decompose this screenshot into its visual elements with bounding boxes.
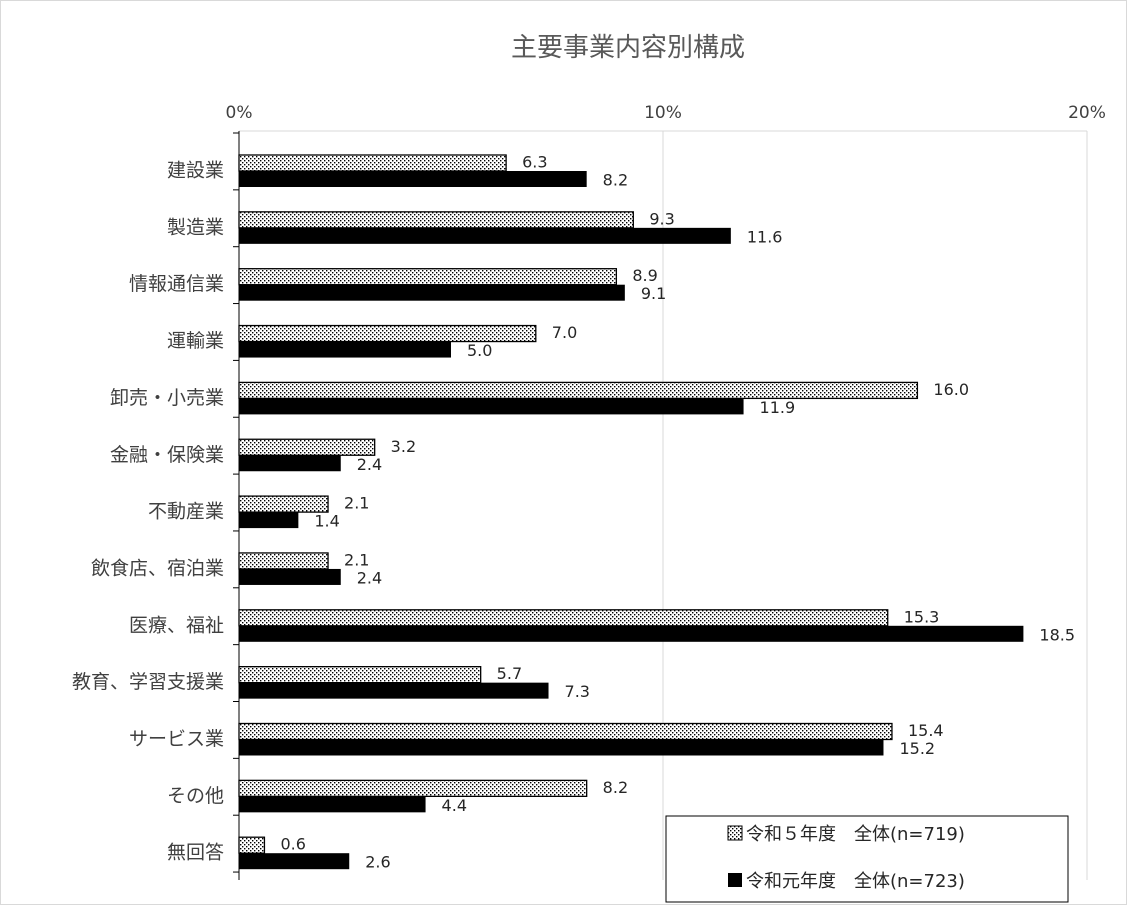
bar-series-1	[238, 722, 893, 741]
data-label-series-1: 2.1	[344, 550, 369, 569]
category-axis	[233, 131, 240, 880]
bar-series-2	[239, 796, 426, 813]
data-label-series-1: 15.3	[904, 607, 940, 626]
bar-series-1	[238, 154, 507, 172]
bar-series-1	[238, 211, 634, 229]
data-label-series-2: 2.6	[365, 853, 390, 872]
bar-series-2	[239, 682, 549, 699]
bar-series-1	[238, 381, 919, 400]
bar-series-2	[239, 284, 625, 301]
x-tick-label: 0%	[226, 103, 253, 123]
bar-series-1	[238, 324, 537, 343]
data-label-series-1: 2.1	[344, 494, 369, 513]
legend-swatch-series-2	[728, 873, 742, 887]
bar-series-1	[238, 438, 376, 456]
bar-series-1	[238, 609, 889, 627]
data-label-series-1: 9.3	[649, 209, 674, 228]
bar-series-1	[238, 495, 329, 513]
bar-series-2	[239, 227, 731, 244]
x-tick-label: 10%	[644, 103, 682, 123]
legend-label-series-2: 令和元年度 全体(n=723)	[746, 871, 965, 892]
data-label-series-1: 7.0	[552, 323, 577, 342]
bar-series-2	[239, 455, 341, 472]
bar-series-2	[239, 171, 587, 187]
data-label-series-2: 1.4	[314, 512, 339, 531]
data-label-series-1: 3.2	[391, 437, 416, 456]
data-label-series-1: 16.0	[933, 380, 969, 399]
data-label-series-1: 8.2	[603, 778, 628, 797]
category-label: 教育、学習支援業	[72, 671, 224, 693]
x-axis-ticks: 0% 10% 20%	[226, 103, 1106, 123]
bar-series-2	[239, 341, 451, 358]
data-label-series-2: 4.4	[442, 796, 467, 815]
bar-series-2	[239, 853, 350, 870]
data-label-series-1: 0.6	[280, 835, 305, 854]
data-label-series-2: 18.5	[1039, 625, 1075, 644]
data-labels: 6.38.29.311.68.99.17.05.016.011.93.22.42…	[280, 153, 1075, 872]
bar-series-2	[239, 398, 744, 415]
category-label: 飲食店、宿泊業	[91, 557, 224, 579]
bar-series-1	[238, 268, 618, 286]
bar-series-1	[238, 552, 329, 570]
data-label-series-1: 5.7	[497, 664, 522, 683]
data-label-series-2: 8.2	[603, 171, 628, 190]
category-label: 金融・保険業	[110, 444, 224, 466]
data-label-series-1: 15.4	[908, 721, 944, 740]
data-label-series-1: 6.3	[522, 153, 547, 172]
legend-label-series-1: 令和５年度 全体(n=719)	[746, 824, 965, 845]
data-label-series-2: 15.2	[899, 739, 935, 758]
x-tick-label: 20%	[1068, 103, 1106, 123]
legend-swatch-series-1	[727, 825, 743, 841]
data-label-series-2: 11.6	[747, 227, 783, 246]
category-label: 運輸業	[167, 330, 224, 352]
data-label-series-2: 2.4	[357, 455, 382, 474]
bar-series-1	[238, 836, 266, 854]
data-label-series-2: 2.4	[357, 568, 382, 587]
category-label: 建設業	[167, 160, 224, 182]
bar-series-2	[239, 568, 341, 585]
category-label: 製造業	[167, 216, 224, 238]
bar-series-1	[238, 779, 588, 797]
category-label: 医療、福祉	[129, 614, 224, 636]
data-label-series-2: 7.3	[565, 682, 590, 701]
category-label: 不動産業	[148, 501, 224, 523]
data-label-series-2: 11.9	[760, 398, 796, 417]
bar-series-2	[239, 512, 299, 529]
legend: 令和５年度 全体(n=719) 令和元年度 全体(n=723)	[665, 815, 1069, 903]
category-label: 情報通信業	[129, 273, 224, 295]
bar-series-2	[239, 739, 884, 756]
bar-series-1	[238, 666, 482, 684]
category-labels: 建設業製造業情報通信業運輸業卸売・小売業金融・保険業不動産業飲食店、宿泊業医療、…	[72, 160, 224, 864]
data-label-series-2: 9.1	[641, 284, 666, 303]
category-label: サービス業	[129, 728, 224, 750]
category-label: その他	[167, 785, 224, 807]
category-label: 卸売・小売業	[110, 387, 224, 409]
bar-series-2	[239, 625, 1024, 642]
data-label-series-1: 8.9	[632, 266, 657, 285]
chart-title: 主要事業内容別構成	[511, 33, 745, 63]
bars	[238, 154, 1024, 870]
data-label-series-2: 5.0	[467, 341, 492, 360]
category-label: 無回答	[167, 842, 224, 864]
